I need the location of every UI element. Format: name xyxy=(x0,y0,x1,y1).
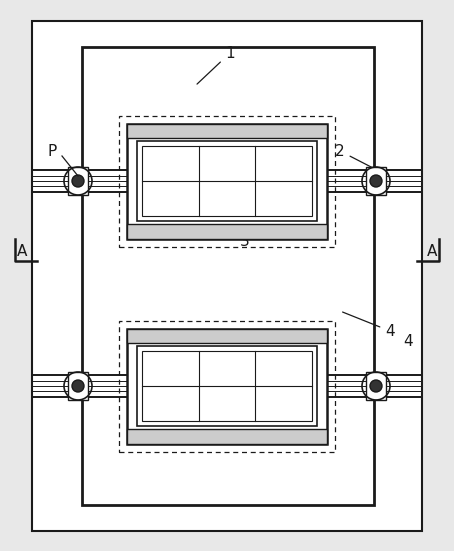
Bar xyxy=(127,123,327,239)
Circle shape xyxy=(370,380,382,392)
Bar xyxy=(142,352,312,420)
Bar xyxy=(82,47,374,505)
Text: P: P xyxy=(47,143,57,159)
Bar xyxy=(119,321,335,451)
Bar xyxy=(119,116,335,246)
Bar xyxy=(127,328,327,444)
Text: 4: 4 xyxy=(403,333,413,348)
Bar xyxy=(142,147,312,215)
Bar xyxy=(32,21,422,531)
Circle shape xyxy=(370,175,382,187)
Bar xyxy=(127,224,327,239)
Bar xyxy=(68,372,88,400)
Bar xyxy=(127,328,327,343)
Text: 1: 1 xyxy=(197,46,235,84)
Text: A: A xyxy=(427,244,437,258)
Text: 3: 3 xyxy=(212,213,250,249)
Bar xyxy=(68,167,88,195)
Text: A: A xyxy=(17,244,27,258)
Circle shape xyxy=(72,175,84,187)
Text: 2: 2 xyxy=(335,143,373,168)
Circle shape xyxy=(72,380,84,392)
Bar xyxy=(137,142,317,220)
Bar xyxy=(137,347,317,425)
Text: 4: 4 xyxy=(343,312,395,338)
Bar xyxy=(127,123,327,138)
Bar xyxy=(366,167,386,195)
Bar xyxy=(366,372,386,400)
Bar xyxy=(127,429,327,444)
